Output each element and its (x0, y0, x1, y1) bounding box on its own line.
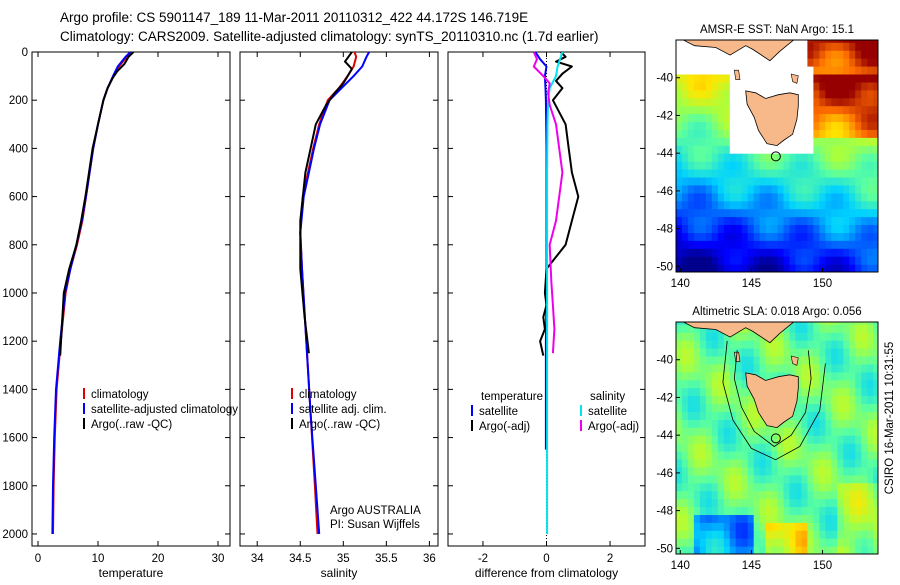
difference-legend-label: Argo(-adj) (588, 421, 639, 433)
temperature-xtick-label: 10 (92, 553, 105, 565)
map-sst-ytick-label: -44 (656, 148, 673, 160)
map-sst-mainland (676, 40, 829, 62)
difference-xlabel: difference from climatology (475, 566, 618, 580)
difference-series-salinity-argo-adj- (532, 52, 564, 354)
temperature-ytick-label: 1000 (2, 288, 28, 300)
temperature-ytick-label: 1600 (2, 433, 28, 445)
map-sst-ytick-label: -48 (656, 224, 673, 236)
difference-legend-label: satellite (479, 406, 518, 418)
map-sla-ytick-label: -44 (656, 430, 673, 442)
salinity-legend-label: Argo(..raw -QC) (299, 419, 380, 431)
salinity-series-satellite-adj-clim- (299, 52, 370, 535)
salinity-xtick-label: 35.5 (375, 553, 397, 565)
temperature-ytick-label: 800 (9, 240, 28, 252)
map-sst-xtick-label: 150 (813, 278, 832, 290)
temperature-ytick-label: 1200 (2, 336, 28, 348)
temperature-ytick-label: 400 (9, 143, 28, 155)
panel-temperature: 0 10 20 30 0 200 400 600 800 1000 1200 1400 1600 1800… (2, 47, 238, 580)
map-sla-field (676, 322, 878, 554)
temperature-ytick-label: 1400 (2, 384, 28, 396)
map-sst-ytick-label: -40 (656, 73, 673, 85)
difference-series-salinity-satellite (546, 52, 564, 534)
map-sst-xtick-label: 140 (671, 278, 690, 290)
map-sla-xtick-label: 145 (742, 560, 761, 572)
temperature-xtick-label: 30 (212, 553, 225, 565)
map-sst-king-island (733, 69, 741, 80)
salinity-plot-frame (239, 51, 439, 547)
map-sst: AMSR-E SST: NaN Argo: 15.1 140 145 150 -40 -4… (656, 24, 879, 290)
temperature-ytick-label: 1800 (2, 481, 28, 493)
temperature-legend-label: satellite-adjusted climatology (91, 404, 238, 416)
map-sst-ytick-label: -46 (656, 186, 673, 198)
difference-legend-label: Argo(-adj) (479, 421, 530, 433)
temperature-xlabel: temperature (99, 566, 164, 580)
temperature-xtick-label: 0 (35, 553, 41, 565)
temperature-legend-label: climatology (91, 389, 149, 401)
salinity-xlabel: salinity (321, 566, 358, 580)
map-sla-ytick-label: -48 (656, 506, 673, 518)
csiro-timestamp: CSIRO 16-Mar-2011 10:31:55 (884, 342, 896, 495)
temperature-ytick-label: 0 (22, 47, 28, 59)
map-sla-ytick-label: -50 (656, 543, 673, 555)
map-sla-flinders-island (790, 355, 799, 366)
salinity-xtick-label: 36 (423, 553, 436, 565)
difference-series-temperature-argo-adj- (539, 52, 580, 356)
header-line-2: Climatology: CARS2009. Satellite-adjuste… (60, 29, 599, 44)
difference-legend-label: satellite (588, 406, 627, 418)
header-line-1: Argo profile: CS 5901147_189 11-Mar-2011… (60, 10, 528, 25)
map-sla-xtick-label: 150 (813, 560, 832, 572)
map-sla-xtick-label: 140 (671, 560, 690, 572)
map-sla-isobath (733, 350, 812, 447)
salinity-annotation: PI: Susan Wijffels (330, 519, 420, 531)
map-sla-argo-position-marker (770, 433, 781, 444)
map-sla-ytick-label: -42 (656, 392, 673, 404)
salinity-xtick-label: 34.5 (289, 553, 311, 565)
map-sst-title: AMSR-E SST: NaN Argo: 15.1 (700, 24, 854, 36)
temperature-legend-label: Argo(..raw -QC) (91, 419, 172, 431)
salinity-series-argo-raw-qc- (299, 52, 353, 354)
difference-legend-label: temperature (481, 391, 543, 403)
map-sst-field (676, 40, 878, 272)
map-sla-ytick-label: -46 (656, 468, 673, 480)
map-sla-ytick-label: -40 (656, 355, 673, 367)
salinity-xtick-label: 34 (251, 553, 264, 565)
temperature-plot-frame (31, 51, 231, 547)
map-sla-isobath (722, 340, 826, 461)
temperature-xtick-label: 20 (152, 553, 165, 565)
temperature-ytick-label: 600 (9, 192, 28, 204)
map-sla-tasmania (745, 372, 799, 429)
temperature-ytick-label: 200 (9, 95, 28, 107)
temperature-series-argo-raw-qc- (59, 52, 135, 356)
panel-salinity: 34 34.5 35 35.5 36 salinity climatology satelli… (239, 51, 439, 580)
salinity-legend-label: satellite adj. clim. (299, 404, 387, 416)
difference-xtick-label: -2 (478, 553, 488, 565)
temperature-ytick-label: 2000 (2, 529, 28, 541)
map-sst-tasmania (745, 90, 799, 147)
map-sla-frame (675, 321, 879, 555)
map-sla-title: Altimetric SLA: 0.018 Argo: 0.056 (692, 306, 861, 318)
map-sla-mainland (676, 322, 829, 344)
map-sst-argo-position-marker (770, 151, 781, 162)
salinity-xtick-label: 35 (337, 553, 350, 565)
difference-legend-label: salinity (590, 391, 625, 403)
difference-xtick-label: 0 (543, 553, 549, 565)
salinity-legend-label: climatology (299, 389, 357, 401)
salinity-annotation: Argo AUSTRALIA (330, 505, 421, 517)
map-sla: Altimetric SLA: 0.018 Argo: 0.056 140 145 1… (656, 306, 879, 572)
difference-xtick-label: 2 (607, 553, 613, 565)
map-sst-ytick-label: -50 (656, 261, 673, 273)
map-sst-ytick-label: -42 (656, 110, 673, 122)
map-sst-frame (675, 39, 879, 273)
map-sst-xtick-label: 145 (742, 278, 761, 290)
map-sst-flinders-island (790, 73, 799, 84)
